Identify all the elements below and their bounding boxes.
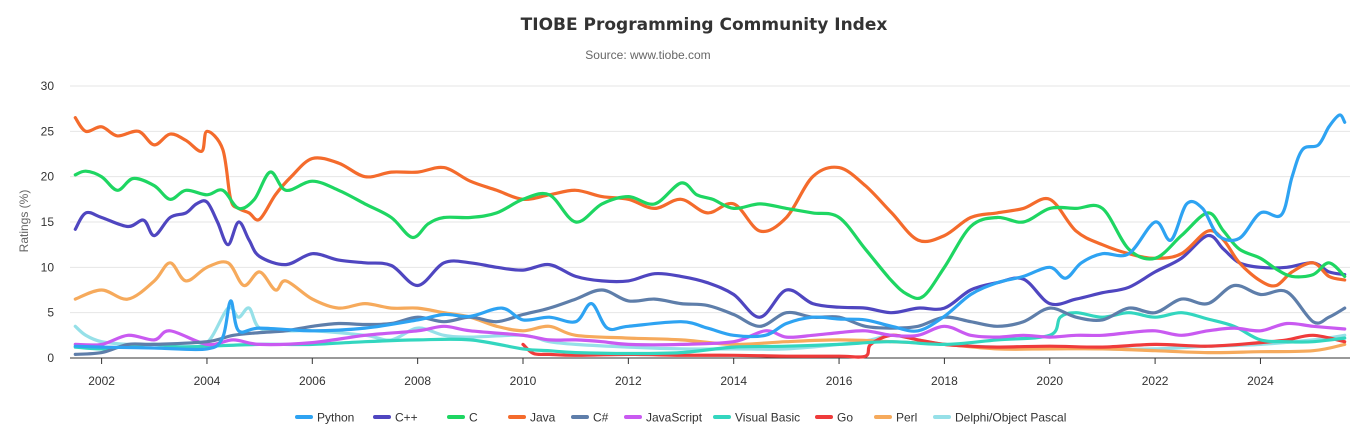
legend-item-delphi-object-pascal[interactable]: Delphi/Object Pascal	[933, 411, 1066, 425]
y-tick-label: 5	[47, 306, 54, 320]
grid-lines	[70, 85, 1350, 359]
x-tick-label: 2002	[88, 374, 115, 388]
y-tick-label: 0	[47, 351, 54, 365]
y-tick-label: 20	[41, 170, 55, 184]
x-tick-label: 2010	[510, 374, 537, 388]
legend-item-javascript[interactable]: JavaScript	[624, 411, 703, 425]
legend-label: Visual Basic	[735, 411, 800, 425]
x-axis-ticks: 2002 2004 2006 2008 2010 2012 2014 2016 2018 2020…	[88, 358, 1274, 388]
x-tick-label: 2014	[720, 374, 747, 388]
series-line-c[interactable]	[73, 169, 1347, 301]
y-tick-label: 15	[41, 215, 55, 229]
x-tick-label: 2022	[1142, 374, 1169, 388]
legend-label: JavaScript	[646, 411, 703, 425]
legend-label: C	[469, 411, 478, 425]
legend-item-java[interactable]: Java	[508, 411, 556, 425]
series-line-c[interactable]	[73, 199, 1347, 319]
series-line-c[interactable]	[73, 283, 1347, 356]
series-lines	[73, 113, 1347, 359]
legend-label: Delphi/Object Pascal	[955, 411, 1066, 425]
series-line-perl[interactable]	[73, 260, 1347, 355]
x-tick-label: 2006	[299, 374, 326, 388]
y-tick-label: 30	[41, 79, 55, 93]
chart-subtitle: Source: www.tiobe.com	[585, 48, 710, 62]
legend-item-python[interactable]: Python	[295, 411, 354, 425]
legend-label: C#	[593, 411, 609, 425]
series-line-visual-basic[interactable]	[73, 311, 1347, 356]
y-tick-label: 25	[41, 124, 55, 138]
y-axis-ticks: 0 5 10 15 20 25 30	[41, 79, 55, 365]
y-tick-label: 10	[41, 260, 55, 274]
legend-item-visual-basic[interactable]: Visual Basic	[713, 411, 800, 425]
legend-label: C++	[395, 411, 418, 425]
x-tick-label: 2004	[194, 374, 221, 388]
series-line-python[interactable]	[73, 113, 1347, 352]
legend-label: Python	[317, 411, 354, 425]
x-tick-label: 2008	[404, 374, 431, 388]
chart-title: TIOBE Programming Community Index	[521, 15, 888, 35]
legend: Python C++ C Java C# JavaScript Visual Basic Go…	[295, 411, 1066, 425]
series-line-javascript[interactable]	[73, 321, 1347, 347]
x-tick-label: 2012	[615, 374, 642, 388]
legend-item-c[interactable]: C++	[373, 411, 418, 425]
legend-item-c[interactable]: C	[447, 411, 478, 425]
legend-label: Go	[837, 411, 853, 425]
legend-item-go[interactable]: Go	[815, 411, 853, 425]
legend-item-perl[interactable]: Perl	[874, 411, 917, 425]
legend-item-c[interactable]: C#	[571, 411, 609, 425]
y-axis-label: Ratings (%)	[17, 190, 31, 253]
x-tick-label: 2016	[826, 374, 853, 388]
x-tick-label: 2020	[1036, 374, 1063, 388]
x-tick-label: 2024	[1247, 374, 1274, 388]
legend-label: Perl	[896, 411, 917, 425]
x-tick-label: 2018	[931, 374, 958, 388]
legend-label: Java	[530, 411, 556, 425]
